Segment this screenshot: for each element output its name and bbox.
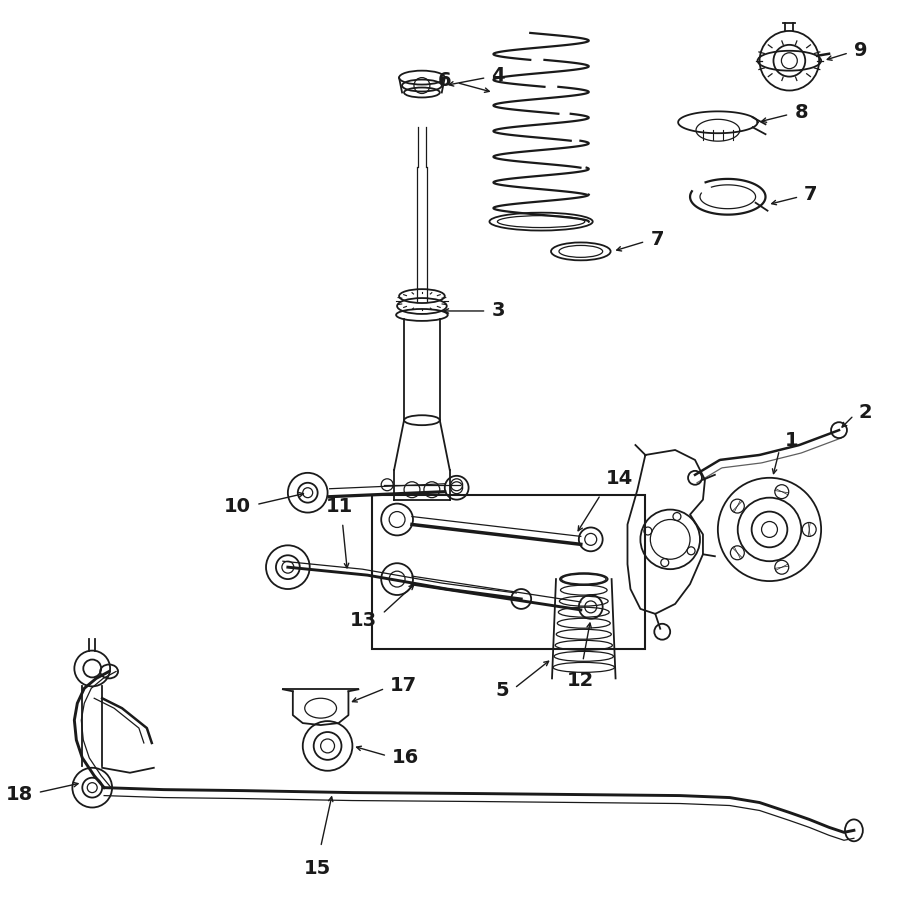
Text: 10: 10	[224, 497, 251, 516]
Text: 6: 6	[438, 71, 452, 90]
Text: 14: 14	[605, 469, 633, 488]
Text: 12: 12	[567, 671, 595, 690]
Text: 16: 16	[392, 748, 420, 768]
Text: 8: 8	[795, 103, 808, 122]
Text: 11: 11	[326, 497, 353, 516]
Text: 15: 15	[304, 860, 331, 878]
Text: 3: 3	[492, 302, 505, 320]
Text: 2: 2	[858, 403, 873, 422]
Text: 1: 1	[784, 430, 798, 450]
Text: 7: 7	[650, 230, 664, 249]
Text: 17: 17	[390, 676, 417, 695]
Text: 18: 18	[5, 785, 32, 804]
Text: 13: 13	[350, 611, 378, 630]
Text: 4: 4	[492, 66, 505, 86]
Text: 9: 9	[854, 41, 867, 60]
Text: 5: 5	[496, 680, 509, 700]
Text: 7: 7	[805, 185, 818, 204]
